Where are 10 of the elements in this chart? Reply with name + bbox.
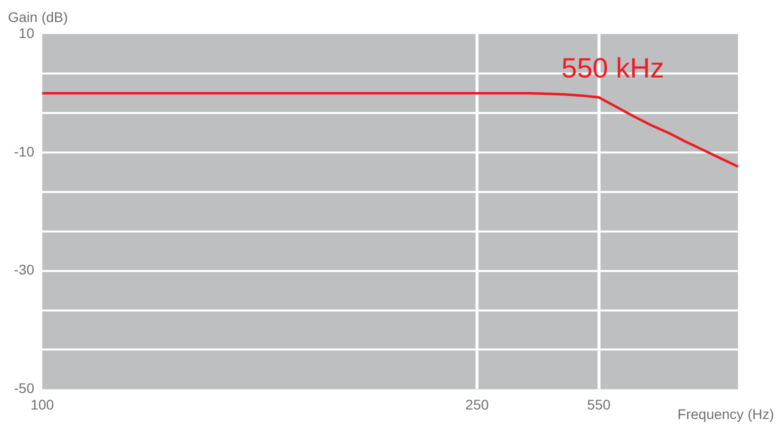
y-tick-label: -10 [14,143,34,160]
x-tick-label: 100 [30,396,54,412]
x-tick-label: 250 [465,396,489,412]
y-axis-title: Gain (dB) [8,9,68,25]
x-tick-label: 550 [587,396,611,412]
annotation: 550 kHz [561,52,664,84]
y-tick-label: 10 [18,24,34,41]
y-tick-label: -50 [14,380,34,396]
x-axis-title: Frequency (Hz) [678,406,774,422]
y-tick-label: -30 [14,262,34,278]
